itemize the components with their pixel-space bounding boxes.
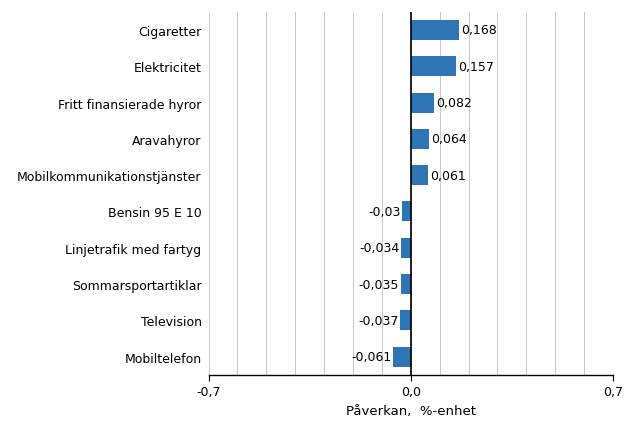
Bar <box>411 57 456 77</box>
Bar <box>401 238 411 258</box>
Bar <box>400 311 411 331</box>
Text: 0,168: 0,168 <box>461 24 497 37</box>
Text: 0,064: 0,064 <box>431 133 467 146</box>
Bar <box>393 347 411 367</box>
Text: -0,034: -0,034 <box>359 242 399 255</box>
Text: -0,035: -0,035 <box>358 278 399 291</box>
X-axis label: Påverkan,  %-enhet: Påverkan, %-enhet <box>346 404 476 417</box>
Text: -0,03: -0,03 <box>368 205 401 219</box>
Bar <box>411 21 459 41</box>
Text: -0,037: -0,037 <box>358 314 398 327</box>
Bar <box>411 166 428 186</box>
Text: 0,157: 0,157 <box>458 60 494 74</box>
Text: 0,082: 0,082 <box>436 97 472 110</box>
Bar <box>401 274 411 294</box>
Bar <box>411 93 434 113</box>
Bar <box>411 130 429 150</box>
Text: 0,061: 0,061 <box>430 169 466 182</box>
Text: -0,061: -0,061 <box>351 350 391 363</box>
Bar <box>402 202 411 222</box>
